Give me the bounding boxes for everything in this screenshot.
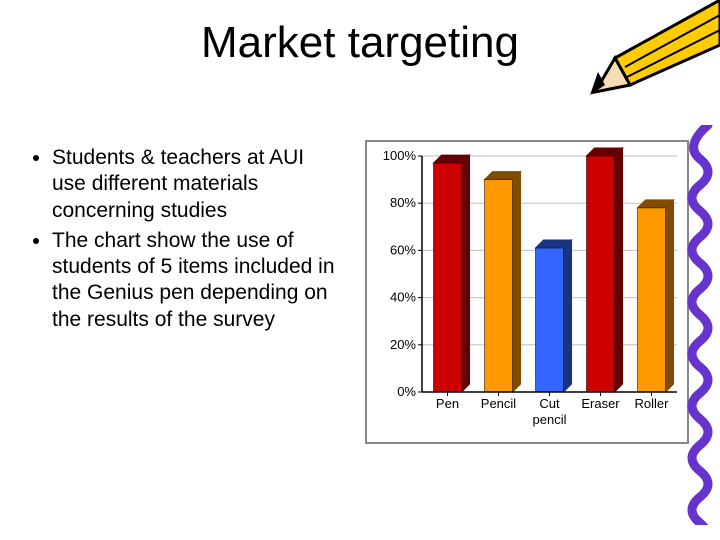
svg-text:Pencil: Pencil: [481, 396, 517, 411]
svg-text:Roller: Roller: [635, 396, 670, 411]
svg-text:Cut: Cut: [539, 396, 560, 411]
svg-text:40%: 40%: [390, 290, 416, 305]
slide: { "title": "Market targeting", "bullets"…: [0, 0, 720, 540]
svg-text:Pen: Pen: [436, 396, 459, 411]
svg-text:Eraser: Eraser: [581, 396, 620, 411]
svg-text:80%: 80%: [390, 195, 416, 210]
bullet-list: Students & teachers at AUI use different…: [30, 145, 340, 337]
svg-text:20%: 20%: [390, 337, 416, 352]
bullet-item: Students & teachers at AUI use different…: [52, 145, 340, 224]
page-title: Market targeting: [0, 18, 720, 68]
svg-text:pencil: pencil: [533, 412, 567, 427]
svg-text:100%: 100%: [383, 148, 417, 163]
svg-text:0%: 0%: [397, 384, 416, 399]
usage-chart: 0% 20% 40% 60% 80% 100% Pen Pencil Cutpencil Eras…: [365, 140, 689, 444]
bullet-item: The chart show the use of students of 5 …: [52, 228, 340, 333]
svg-text:60%: 60%: [390, 242, 416, 257]
